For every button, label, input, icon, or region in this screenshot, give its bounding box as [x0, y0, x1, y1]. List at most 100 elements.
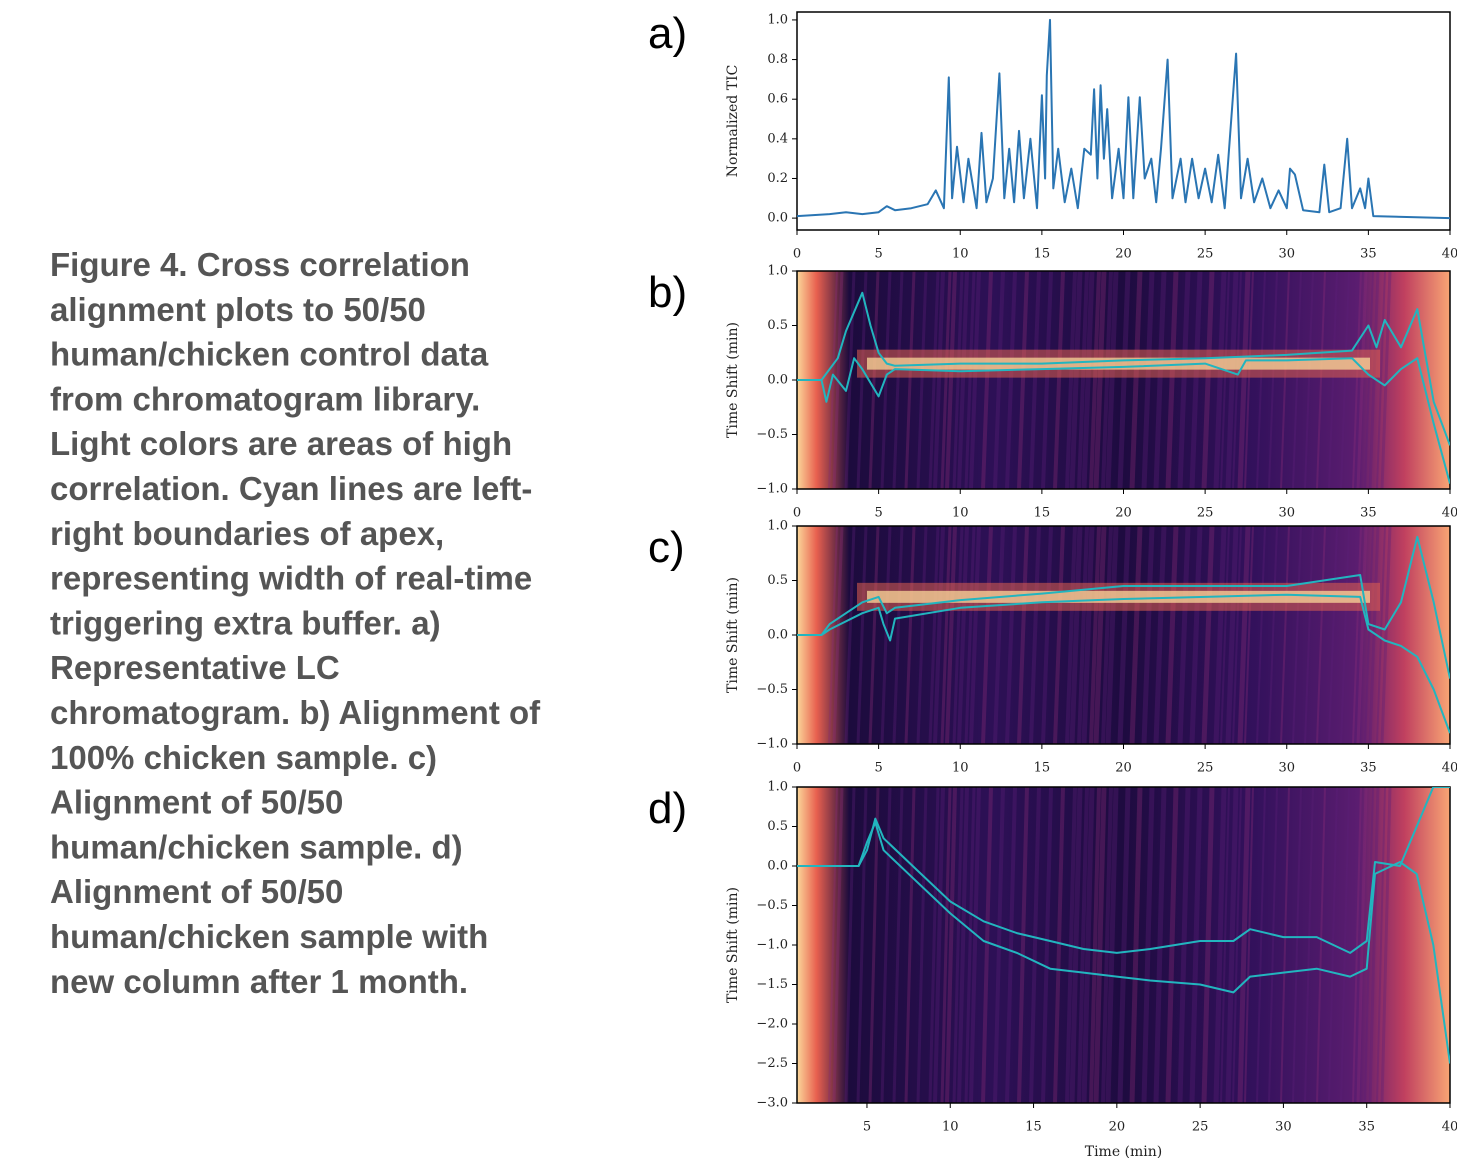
heatmap-streak — [1089, 526, 1101, 744]
y-tick-label: −3.0 — [756, 1096, 788, 1111]
heatmap-streak — [880, 526, 892, 744]
panel-label: d) — [648, 784, 687, 833]
heatmap-streak — [1380, 526, 1392, 744]
heatmap-streak — [1340, 787, 1350, 1103]
heatmap-streak — [1256, 271, 1266, 489]
heatmap-streak — [1069, 526, 1083, 744]
panel-label: b) — [648, 268, 687, 317]
data-line — [797, 535, 1450, 679]
x-axis-label: Time (min) — [1085, 1144, 1163, 1158]
heatmap-streak — [1017, 787, 1029, 1103]
heatmap-streak — [1220, 787, 1230, 1103]
heatmap-streak — [1368, 271, 1380, 489]
heatmap-streak — [1376, 271, 1386, 489]
heatmap-streak — [1005, 271, 1017, 489]
heatmap-streak — [969, 787, 981, 1103]
chart-panel: d) −3.0 −2.5 −2.0 −1.5 −1.0 −0.5 0.0 0.5 1.0 5 10 15… — [648, 780, 1457, 1158]
y-tick-label: −2.5 — [756, 1056, 788, 1071]
caption-line: Light colors are areas of high — [50, 425, 512, 462]
heatmap-streak — [1005, 787, 1017, 1103]
heatmap-streaks — [828, 526, 1392, 744]
heatmap-streak — [1232, 787, 1242, 1103]
heatmap-streak — [1081, 271, 1095, 489]
heatmap-streak — [1368, 526, 1380, 744]
y-tick-label: 0.5 — [767, 318, 788, 333]
heatmap-streak — [1292, 526, 1302, 744]
heatmap-streak — [952, 271, 964, 489]
heatmap-streak — [880, 787, 892, 1103]
heatmap-streak — [1153, 787, 1167, 1103]
data-line — [797, 593, 1450, 734]
heatmap-streak — [1077, 271, 1089, 489]
heatmap-streak — [1368, 787, 1380, 1103]
caption-line: triggering extra buffer. a) — [50, 604, 441, 641]
heatmap-streak — [1053, 526, 1065, 744]
heatmap-streak — [1340, 271, 1350, 489]
heatmap-streak — [856, 271, 868, 489]
heatmap-streaks — [828, 787, 1392, 1103]
x-tick-label: 35 — [1360, 506, 1377, 521]
heatmap-streak — [892, 526, 904, 744]
heatmap-streak — [868, 526, 880, 744]
heatmap-streak — [1041, 787, 1053, 1103]
heatmap-streak — [981, 526, 993, 744]
y-tick-label: 0.0 — [767, 628, 788, 643]
heatmap-streak — [892, 271, 904, 489]
x-tick-label: 30 — [1278, 247, 1295, 262]
heatmap-streak — [957, 526, 969, 744]
heatmap-streak — [1280, 787, 1290, 1103]
y-tick-label: −2.0 — [756, 1017, 788, 1032]
heatmap-streak — [928, 787, 940, 1103]
heatmap-streak — [964, 271, 976, 489]
heatmap-streak — [1352, 526, 1362, 744]
heatmap-streak — [993, 271, 1005, 489]
x-tick-label: 10 — [942, 1120, 959, 1135]
x-tick-label: 10 — [952, 247, 969, 262]
heatmap-streak — [1029, 271, 1041, 489]
heatmap-streak — [940, 787, 952, 1103]
x-tick-label: 15 — [1034, 247, 1051, 262]
y-tick-label: 0.0 — [767, 859, 788, 874]
heatmap-streak — [1316, 271, 1326, 489]
heatmap-streak — [1141, 787, 1155, 1103]
x-tick-label: 30 — [1275, 1120, 1292, 1135]
heatmap-streak — [1220, 526, 1230, 744]
y-tick-label: 0.6 — [767, 92, 788, 107]
heatmap-streak — [1268, 526, 1278, 744]
caption-line: Alignment of 50/50 — [50, 784, 343, 821]
heatmap-streak — [1189, 787, 1203, 1103]
heatmap-streak — [945, 526, 957, 744]
x-tick-label: 35 — [1360, 247, 1377, 262]
y-axis-label: Normalized TIC — [725, 65, 741, 178]
y-tick-label: 0.0 — [767, 211, 788, 226]
x-tick-label: 0 — [793, 761, 801, 776]
heatmap-streak — [957, 787, 969, 1103]
heatmap-streak — [1041, 271, 1053, 489]
heatmap-streak — [1141, 526, 1155, 744]
heatmap-streak — [1065, 271, 1077, 489]
heatmap-streak — [1093, 526, 1107, 744]
heatmap-streak — [828, 526, 838, 744]
heatmap-streak — [1129, 271, 1143, 489]
data-line — [797, 357, 1450, 484]
heatmap-streak — [928, 526, 940, 744]
heatmap-streak — [1225, 787, 1239, 1103]
heatmap-streak — [1380, 787, 1392, 1103]
heatmap-streak — [1101, 271, 1113, 489]
caption-line: 100% chicken sample. c) — [50, 739, 437, 776]
caption-line: human/chicken sample with — [50, 918, 488, 955]
heatmap-streak — [1244, 526, 1254, 744]
y-tick-label: 0.0 — [767, 373, 788, 388]
heatmap-background — [797, 787, 1450, 1103]
x-tick-label: 35 — [1358, 1120, 1375, 1135]
heatmap-streak — [969, 526, 981, 744]
caption-line: new column after 1 month. — [50, 963, 468, 1000]
heatmap-streak — [844, 526, 856, 744]
x-tick-label: 5 — [874, 506, 882, 521]
heatmap-streak — [1328, 271, 1338, 489]
y-tick-label: −1.0 — [756, 938, 788, 953]
heatmap-streak — [993, 787, 1005, 1103]
heatmap-streak — [832, 526, 844, 744]
caption-line: correlation. Cyan lines are left- — [50, 470, 532, 507]
heatmap-streak — [1029, 526, 1041, 744]
